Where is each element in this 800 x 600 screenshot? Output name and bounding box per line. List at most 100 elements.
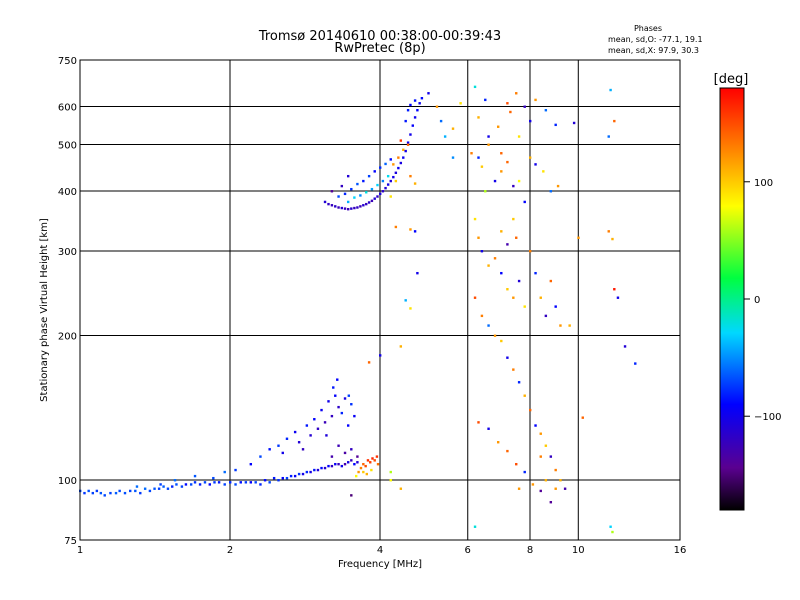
chart-subtitle: RwPretec (8p)	[334, 41, 425, 56]
data-point	[362, 470, 365, 474]
data-point	[109, 491, 112, 495]
data-point	[229, 481, 232, 484]
data-point	[249, 462, 253, 466]
data-point	[577, 236, 580, 239]
data-point	[529, 156, 532, 159]
data-point	[443, 135, 447, 138]
data-point	[362, 462, 365, 466]
data-point	[213, 481, 216, 484]
data-point	[477, 421, 480, 424]
data-point	[272, 476, 276, 480]
data-point	[234, 483, 237, 486]
data-point	[83, 491, 86, 495]
data-point	[87, 489, 90, 493]
data-point	[512, 368, 515, 371]
data-point	[384, 186, 387, 190]
data-point	[359, 205, 362, 208]
data-point	[402, 148, 405, 151]
data-point	[330, 455, 334, 458]
data-point	[367, 201, 371, 204]
data-point	[153, 487, 156, 490]
data-point	[103, 494, 106, 497]
data-point	[568, 324, 571, 327]
phases-heading: Phases	[634, 24, 662, 33]
data-point	[397, 166, 400, 170]
data-point	[563, 487, 567, 490]
data-point	[259, 483, 262, 486]
data-point	[327, 464, 330, 468]
data-point	[439, 119, 443, 123]
data-point	[480, 165, 484, 168]
data-point	[297, 441, 301, 444]
data-point	[389, 179, 392, 183]
data-point	[607, 135, 610, 138]
data-point	[379, 192, 382, 196]
data-point	[347, 394, 351, 397]
data-point	[554, 487, 557, 490]
data-point	[506, 449, 509, 453]
data-point	[346, 461, 350, 464]
data-point	[493, 334, 497, 337]
data-point	[198, 483, 202, 486]
data-point	[451, 127, 455, 130]
phases-o-stats: mean, sd,O: -77.1, 19.1	[608, 35, 703, 44]
data-point	[389, 470, 392, 474]
data-point	[473, 217, 477, 221]
data-point	[544, 109, 548, 112]
data-point	[531, 483, 535, 486]
data-point	[212, 476, 215, 480]
data-point	[500, 152, 503, 155]
x-tick-label: 1	[77, 545, 83, 556]
data-point	[420, 97, 424, 100]
data-point	[159, 483, 162, 486]
data-point	[406, 143, 410, 146]
data-point	[343, 207, 347, 210]
data-point	[143, 487, 147, 490]
data-point	[180, 485, 184, 488]
data-point	[353, 462, 356, 466]
data-point	[350, 187, 353, 191]
data-point	[409, 228, 412, 231]
data-point	[356, 461, 359, 464]
data-point	[223, 483, 226, 486]
data-point	[487, 264, 490, 267]
data-point	[337, 206, 340, 209]
data-point	[364, 464, 367, 468]
data-point	[208, 483, 211, 486]
data-point	[386, 183, 390, 186]
data-point	[362, 204, 365, 207]
data-point	[289, 474, 293, 478]
data-point	[365, 202, 368, 206]
data-point	[549, 190, 553, 193]
data-point	[340, 464, 344, 468]
data-point	[350, 403, 353, 406]
data-point	[416, 271, 419, 275]
data-point	[223, 470, 226, 474]
data-point	[285, 437, 289, 440]
data-point	[173, 479, 177, 482]
x-tick-label: 4	[377, 545, 383, 556]
data-point	[268, 448, 271, 451]
data-point	[523, 305, 526, 308]
data-point	[91, 491, 95, 495]
data-point	[389, 479, 392, 482]
data-point	[487, 427, 490, 430]
data-point	[496, 441, 500, 444]
data-point	[379, 166, 382, 169]
data-point	[217, 481, 221, 484]
data-point	[534, 271, 537, 275]
data-point	[539, 432, 542, 435]
data-point	[404, 149, 407, 153]
x-tick-label: 10	[572, 545, 585, 556]
data-point	[394, 225, 398, 229]
data-point	[365, 472, 369, 476]
data-point	[411, 124, 414, 127]
data-point	[313, 468, 316, 472]
data-point	[556, 184, 560, 188]
data-point	[517, 487, 521, 490]
data-point	[616, 296, 620, 299]
data-point	[332, 386, 335, 389]
data-point	[323, 421, 327, 424]
data-point	[409, 133, 412, 136]
data-point	[473, 85, 477, 89]
